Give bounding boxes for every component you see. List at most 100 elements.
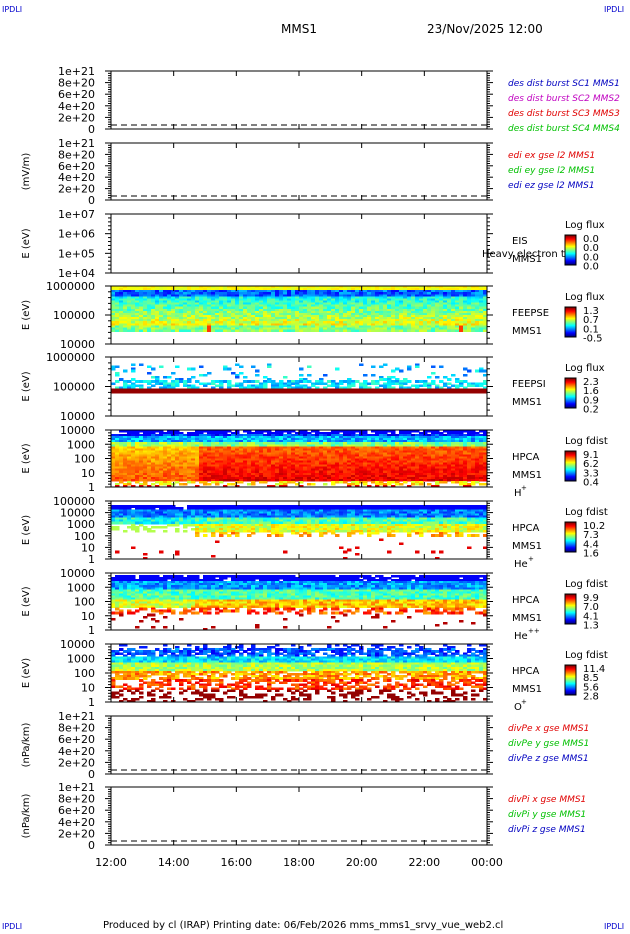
heatmap-cell [395,317,400,320]
heatmap-cell [223,444,228,447]
heatmap-cell [291,382,296,385]
heatmap-cell [423,321,428,324]
heatmap-cell [403,472,408,476]
heatmap-cell [311,464,316,468]
heatmap-cell [235,454,240,458]
heatmap-cell [483,312,488,316]
heatmap-cell [287,302,292,306]
heatmap-cell [419,292,424,295]
heatmap-cell [275,442,280,445]
heatmap-cell [279,329,284,333]
heatmap-cell [247,460,252,464]
heatmap-cell [335,432,340,435]
heatmap-cell [455,312,460,316]
heatmap-cell [347,456,352,460]
heatmap-cell [303,380,308,383]
heatmap-cell [371,329,376,333]
heatmap-cell [135,462,140,466]
heatmap-cell [335,327,340,331]
heatmap-cell [291,327,296,331]
heatmap-cell [423,452,428,456]
heatmap-cell [327,327,332,331]
heatmap-cell [287,296,292,300]
heatmap-cell [415,436,420,439]
heatmap-cell [323,458,328,462]
heatmap-cell [171,460,176,464]
heatmap-cell [343,450,348,453]
heatmap-cell [455,308,460,312]
heatmap-cell [355,298,360,302]
heatmap-cell [203,438,208,441]
heatmap-cell [343,323,348,326]
heatmap-cell [319,321,324,324]
heatmap-cell [187,456,192,460]
heatmap-cell [371,315,376,318]
heatmap-cell [435,325,440,329]
heatmap-cell [387,476,392,480]
heatmap-cell [311,440,316,443]
heatmap-cell [423,472,428,476]
heatmap-cell [139,386,144,390]
heatmap-cell [271,462,276,466]
heatmap-cell [199,327,204,331]
heatmap-cell [351,327,356,331]
heatmap-cell [187,434,192,437]
heatmap-cell [271,298,276,302]
heatmap-cell [363,466,368,470]
colorbar-step [565,335,576,337]
heatmap-cell [327,388,332,392]
heatmap-cell [267,446,272,449]
heatmap-cell [391,369,396,373]
heatmap-cell [263,442,268,445]
heatmap-cell [147,464,152,468]
heatmap-cell [199,480,204,484]
heatmap-cell [259,452,264,456]
heatmap-cell [303,432,308,435]
heatmap-cell [347,302,352,306]
heatmap-cell [223,434,228,437]
heatmap-cell [387,434,392,437]
heatmap-cell [299,288,304,291]
heatmap-cell [335,323,340,326]
heatmap-cell [331,388,336,392]
heatmap-cell [423,440,428,443]
heatmap-cell [367,325,372,329]
heatmap-cell [419,482,424,486]
heatmap-cell [119,390,124,394]
heatmap-cell [319,472,324,476]
heatmap-cell [339,306,344,310]
heatmap-cell [351,472,356,476]
heatmap-cell [243,304,248,308]
heatmap-cell [355,329,360,333]
heatmap-cell [403,390,408,394]
heatmap-cell [135,323,140,326]
heatmap-cell [471,292,476,295]
heatmap-cell [223,484,228,488]
heatmap-cell [147,474,152,478]
heatmap-cell [135,319,140,322]
heatmap-cell [331,460,336,464]
heatmap-cell [355,436,360,439]
heatmap-cell [271,329,276,333]
heatmap-cell [319,476,324,480]
heatmap-cell [283,298,288,302]
heatmap-cell [115,300,120,304]
heatmap-cell [227,446,232,449]
heatmap-cell [463,294,468,297]
heatmap-cell [375,327,380,331]
heatmap-cell [407,444,412,447]
heatmap-cell [275,384,280,388]
heatmap-cell [251,452,256,456]
heatmap-cell [215,384,220,388]
heatmap-cell [311,434,316,437]
heatmap-cell [355,304,360,308]
heatmap-cell [127,308,132,312]
heatmap-cell [215,462,220,466]
heatmap-cell [347,323,352,326]
heatmap-cell [395,296,400,300]
heatmap-cell [259,478,264,482]
heatmap-cell [327,444,332,447]
heatmap-cell [119,321,124,324]
heatmap-cell [379,296,384,300]
heatmap-cell [119,450,124,453]
